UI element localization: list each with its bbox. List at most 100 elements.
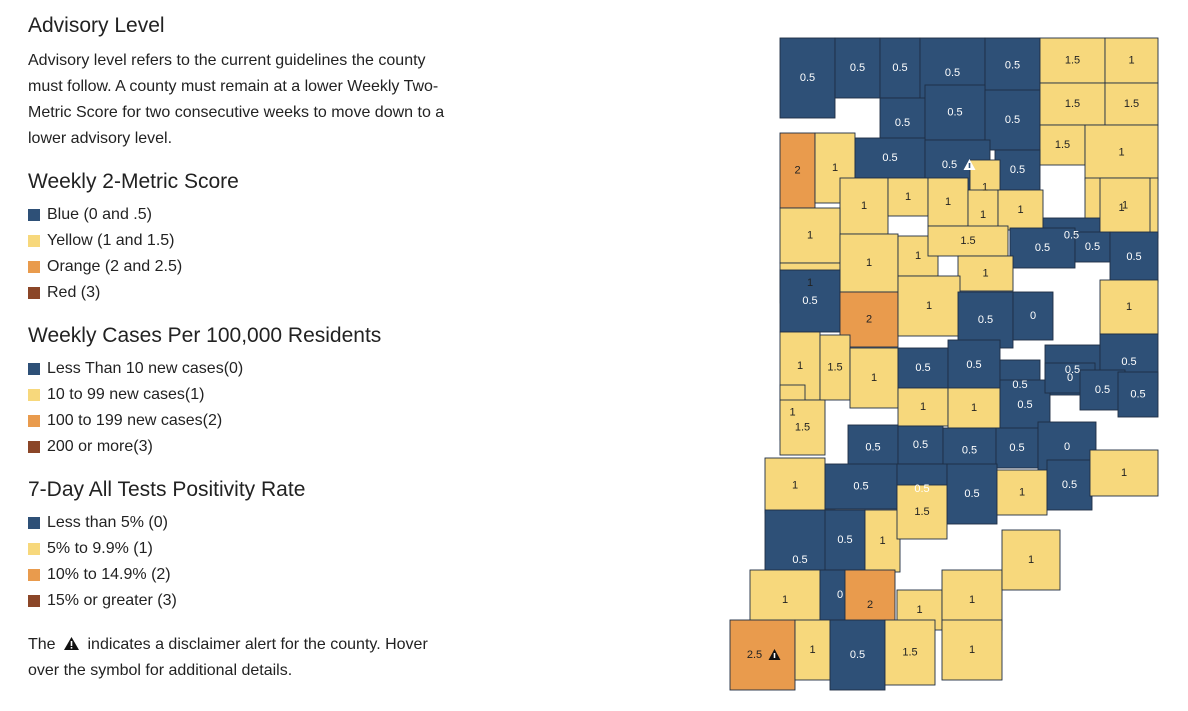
legend-item: Less Than 10 new cases(0) bbox=[28, 356, 448, 382]
legend-swatch bbox=[28, 595, 40, 607]
county-score-label: 1 bbox=[1118, 202, 1124, 214]
county-score-label: 2 bbox=[794, 164, 800, 176]
county-score-label: 1 bbox=[982, 267, 988, 279]
advisory-description: Advisory level refers to the current gui… bbox=[28, 52, 445, 147]
legend-label: 10 to 99 new cases(1) bbox=[47, 386, 205, 403]
county-score-label: 0.5 bbox=[850, 649, 865, 661]
county-score-label: 1 bbox=[969, 644, 975, 656]
county-score-label: 0.5 bbox=[837, 534, 852, 546]
county-score-label: 1 bbox=[1118, 146, 1124, 158]
county-score-label: 0.5 bbox=[1095, 384, 1110, 396]
county-shape[interactable] bbox=[997, 189, 1044, 231]
county-score-label: 0.5 bbox=[1062, 479, 1077, 491]
legend-label: Less than 5% (0) bbox=[47, 514, 168, 531]
positivity-legend-list: Less than 5% (0) 5% to 9.9% (1) 10% to 14.… bbox=[28, 510, 448, 614]
county-shape[interactable] bbox=[897, 275, 961, 337]
county-shape[interactable] bbox=[984, 89, 1041, 151]
county-shape[interactable] bbox=[779, 399, 826, 456]
county-score-label: 1 bbox=[905, 191, 911, 203]
county-score-label: 1 bbox=[832, 162, 838, 174]
county-shape[interactable] bbox=[824, 463, 898, 510]
county-score-label: 0.5 bbox=[1005, 59, 1020, 71]
county-shape[interactable] bbox=[941, 619, 1003, 681]
county-shape[interactable] bbox=[1117, 371, 1159, 418]
county-shape[interactable] bbox=[779, 269, 841, 333]
county-shape[interactable] bbox=[1079, 369, 1126, 411]
cases-legend: Weekly Cases Per 100,000 Residents Less … bbox=[28, 324, 448, 460]
county-score-label: 0.5 bbox=[1035, 242, 1050, 254]
county-score-label: 0.5 bbox=[978, 314, 993, 326]
county-shape[interactable] bbox=[824, 509, 866, 571]
county-shape[interactable] bbox=[896, 484, 948, 540]
legend-swatch bbox=[28, 235, 40, 247]
county-score-label: 2.5 bbox=[747, 649, 762, 661]
county-score-label: 0.5 bbox=[850, 62, 865, 74]
county-shape[interactable] bbox=[779, 207, 841, 264]
county-score-label: 1 bbox=[1121, 467, 1127, 479]
county-label-layer: 0.5 0.5 0.5 0.5 0.5 1.5 1 0.5 0.5 0.5 1.5 1.5 2 1 0.5 0… bbox=[747, 54, 1146, 661]
county-shape[interactable] bbox=[764, 457, 826, 514]
warning-triangle-icon[interactable] bbox=[768, 649, 781, 660]
county-score-label: 0.5 bbox=[865, 441, 880, 453]
county-shape[interactable] bbox=[839, 233, 899, 293]
county-shape[interactable] bbox=[779, 132, 816, 209]
county-shape[interactable] bbox=[1001, 529, 1061, 591]
county-score-label: 0.5 bbox=[1126, 251, 1141, 263]
county-score-label: 1 bbox=[792, 479, 798, 491]
county-score-label: 0.5 bbox=[966, 359, 981, 371]
county-shape[interactable] bbox=[995, 427, 1039, 469]
county-score-label: 0.5 bbox=[792, 554, 807, 566]
county-score-label: 1 bbox=[1028, 554, 1034, 566]
legend-swatch bbox=[28, 287, 40, 299]
county-shape[interactable] bbox=[994, 149, 1041, 191]
county-score-label: 1.5 bbox=[795, 421, 810, 433]
disclaimer-text-after: indicates a disclaimer alert for the cou… bbox=[28, 636, 428, 679]
county-shape[interactable] bbox=[957, 255, 1014, 292]
county-shape[interactable] bbox=[847, 424, 899, 471]
county-shape[interactable] bbox=[1084, 124, 1159, 181]
legend-swatch bbox=[28, 389, 40, 401]
county-shape[interactable] bbox=[1104, 82, 1159, 126]
county-score-label: 1 bbox=[807, 229, 813, 241]
county-shape[interactable] bbox=[1104, 37, 1159, 84]
county-shape[interactable] bbox=[1039, 124, 1086, 166]
county-shape[interactable] bbox=[884, 619, 936, 686]
county-shape[interactable] bbox=[864, 509, 901, 573]
legend-item: Blue (0 and .5) bbox=[28, 202, 448, 228]
county-score-label: 0.5 bbox=[947, 106, 962, 118]
legend-label: Less Than 10 new cases(0) bbox=[47, 360, 244, 377]
county-layer bbox=[729, 37, 1159, 691]
county-shape[interactable] bbox=[829, 619, 886, 691]
county-score-label: 1 bbox=[915, 250, 921, 262]
county-score-label: 0.5 bbox=[1064, 229, 1079, 241]
county-score-label: 1.5 bbox=[1065, 54, 1080, 66]
county-shape[interactable] bbox=[794, 619, 831, 681]
county-shape[interactable] bbox=[947, 339, 1001, 391]
county-shape[interactable] bbox=[1089, 449, 1159, 497]
county-shape[interactable] bbox=[1099, 279, 1159, 335]
warning-triangle-icon[interactable] bbox=[963, 159, 976, 170]
county-shape[interactable] bbox=[854, 137, 926, 179]
legend-item: Orange (2 and 2.5) bbox=[28, 254, 448, 280]
indiana-county-map: 0.5 0.5 0.5 0.5 0.5 1.5 1 0.5 0.5 0.5 1.5 1.5 2 1 0.5 0… bbox=[729, 37, 1159, 691]
county-shape[interactable] bbox=[1039, 82, 1106, 126]
county-shape[interactable] bbox=[729, 619, 796, 691]
county-score-label: 1.5 bbox=[1124, 98, 1139, 110]
county-shape[interactable] bbox=[996, 469, 1048, 516]
county-shape[interactable] bbox=[1009, 227, 1076, 269]
legend-swatch bbox=[28, 569, 40, 581]
county-shape[interactable] bbox=[1039, 37, 1106, 84]
county-shape[interactable] bbox=[897, 387, 949, 427]
county-score-label: 1.5 bbox=[960, 235, 975, 247]
county-score-label: 0 bbox=[1030, 310, 1036, 322]
county-shape[interactable] bbox=[924, 84, 986, 141]
county-shape[interactable] bbox=[1046, 459, 1093, 511]
county-score-label: 0.5 bbox=[964, 488, 979, 500]
county-shape[interactable] bbox=[946, 463, 998, 525]
county-score-label: 1 bbox=[1126, 301, 1132, 313]
positivity-legend-title: 7-Day All Tests Positivity Rate bbox=[28, 478, 306, 501]
county-shape[interactable] bbox=[1109, 231, 1159, 283]
county-shape[interactable] bbox=[834, 37, 881, 99]
county-shape[interactable] bbox=[1012, 291, 1054, 341]
county-shape[interactable] bbox=[1099, 177, 1151, 234]
